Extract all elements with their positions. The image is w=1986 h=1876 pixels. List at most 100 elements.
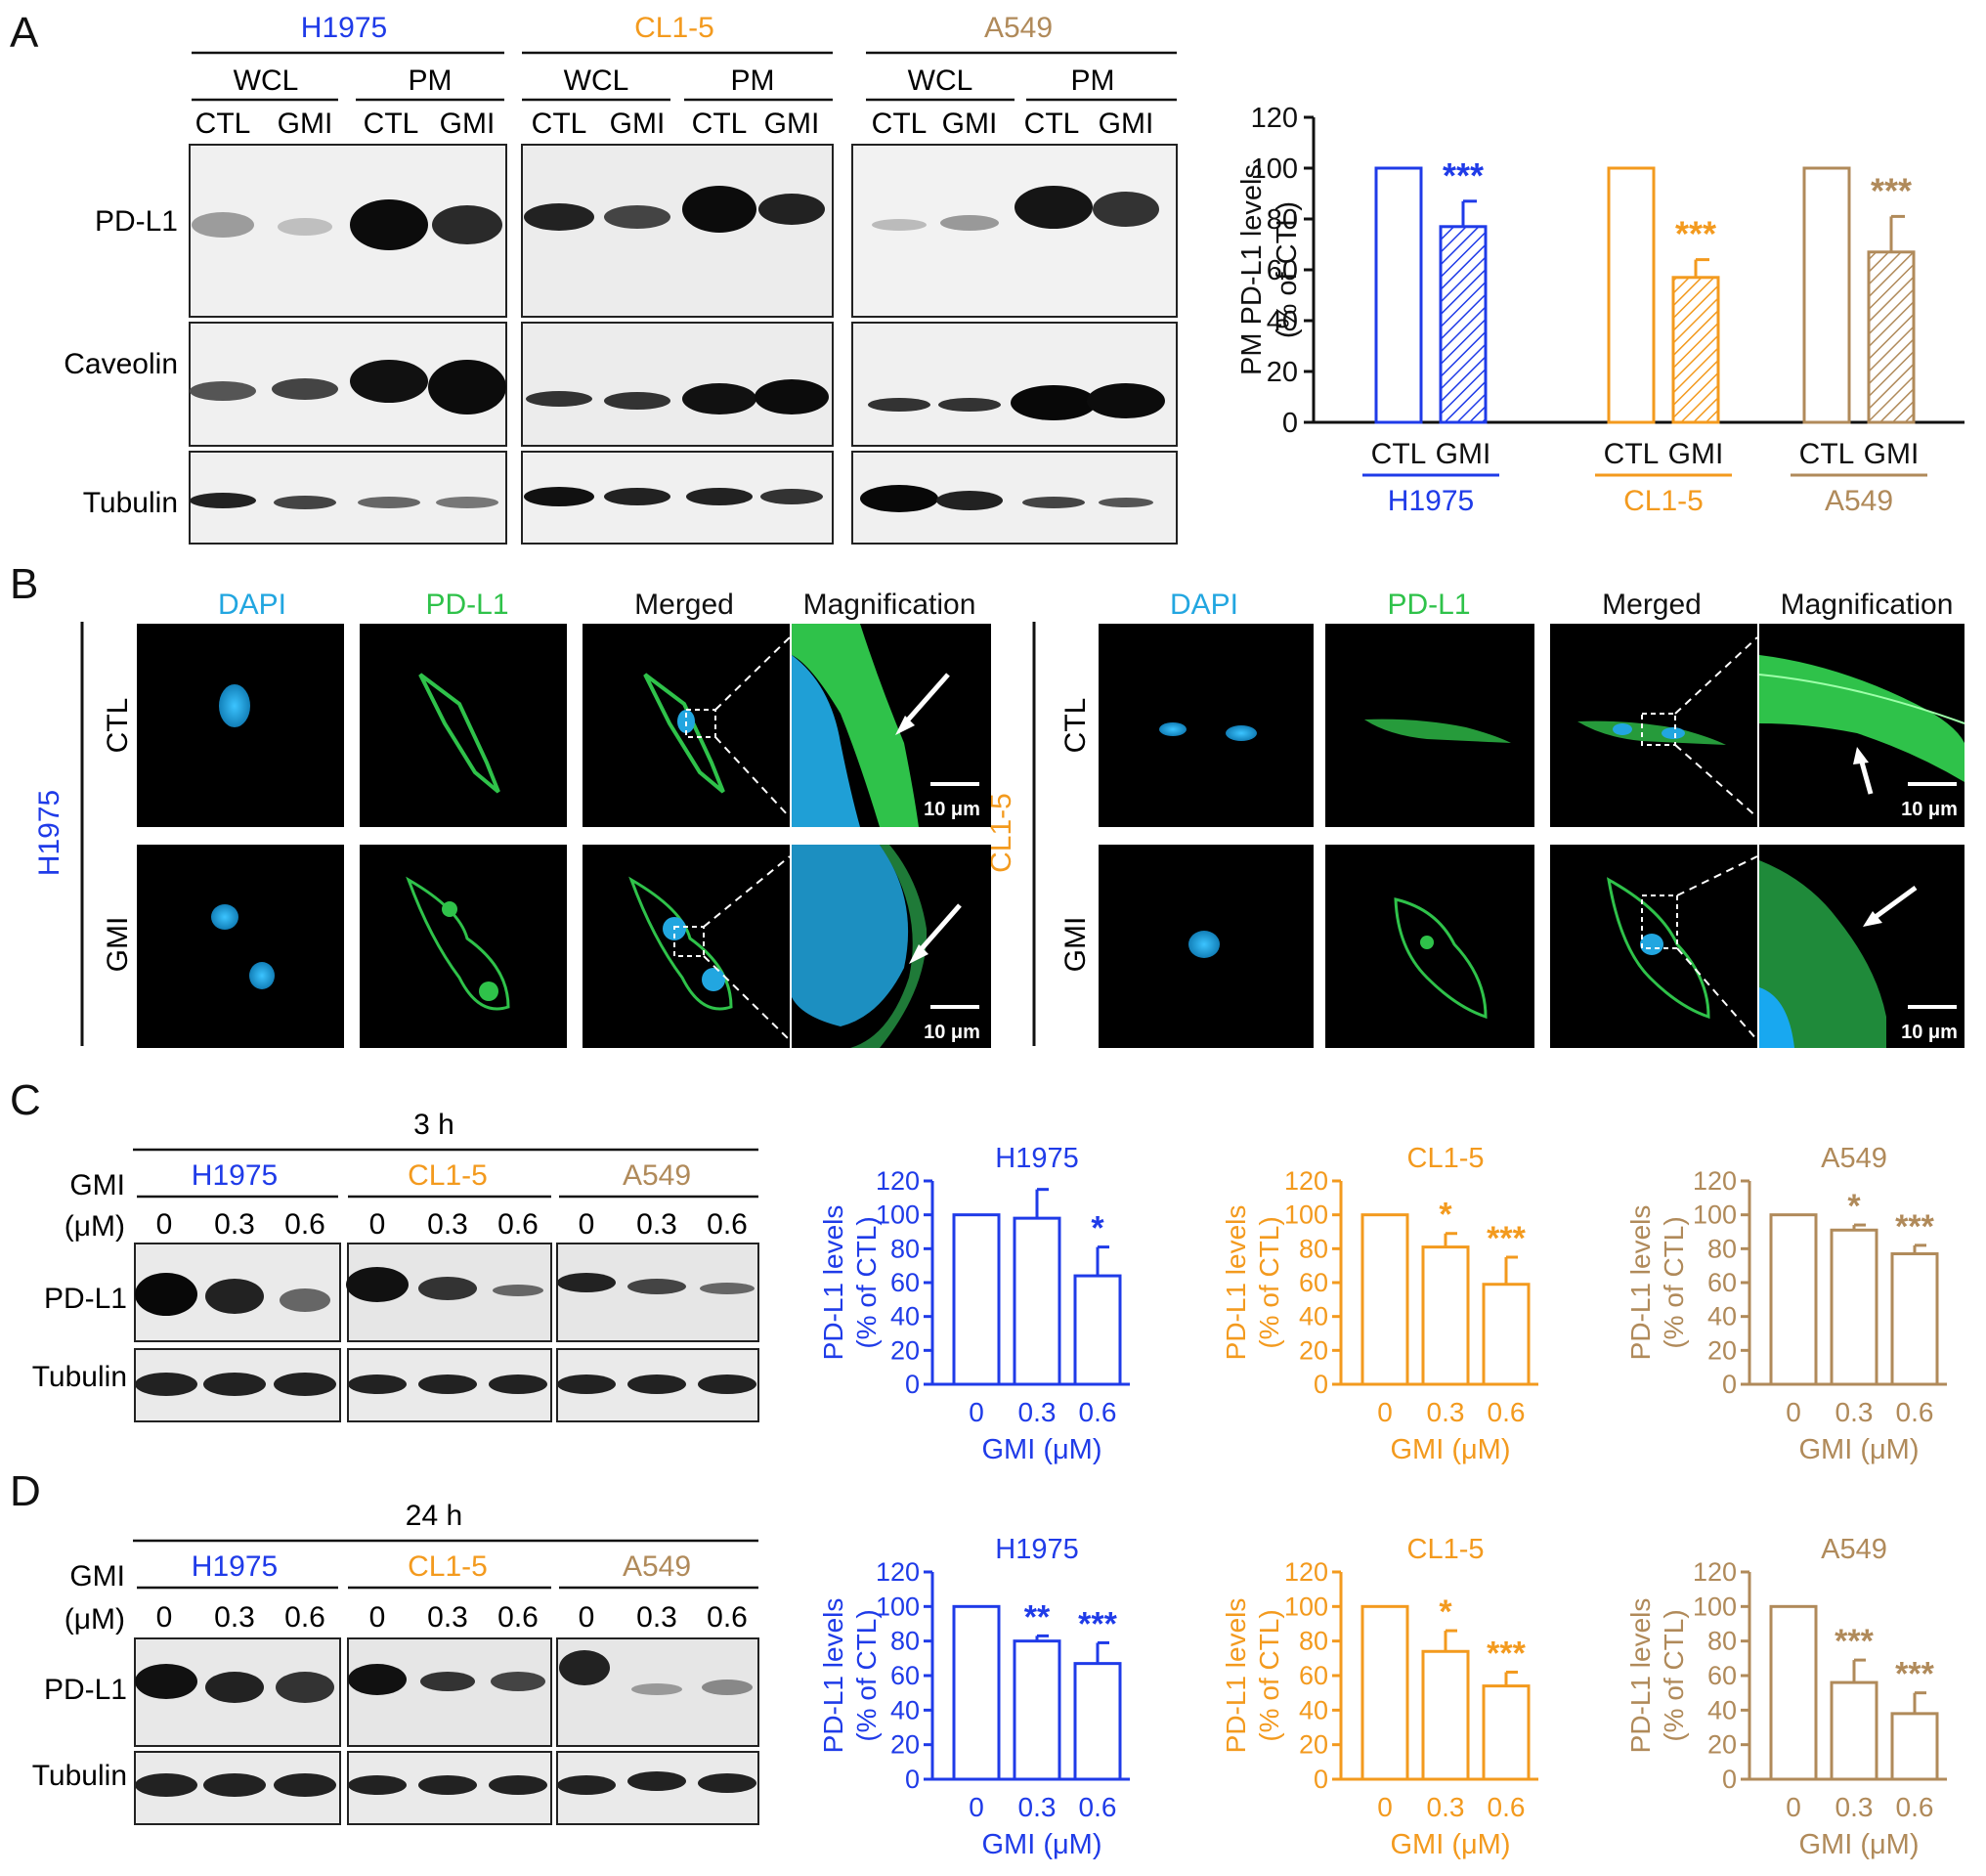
channel-merged-right: Merged: [1602, 589, 1702, 621]
panel-a-cellline-cl15: CL1-5: [634, 12, 714, 44]
y-axis-label: PD-L1 levels (% of CTL): [1221, 1598, 1284, 1754]
significance-label: *: [1091, 1210, 1104, 1247]
y-tick-label: 120: [1284, 1166, 1328, 1196]
x-tick-label: GMI: [1864, 438, 1920, 470]
bar: [1769, 1604, 1818, 1781]
blot-a-cl15-pdl1: [521, 144, 834, 318]
if-arrow-icon: [1871, 885, 1918, 922]
x-tick-label: CTL: [1371, 438, 1427, 470]
bar: [1867, 250, 1916, 424]
x-tick-label: 0: [1377, 1397, 1393, 1427]
significance-label: ***: [1895, 1208, 1934, 1245]
significance-label: ***: [1675, 214, 1716, 254]
if-h1975-ctl-dapi: [137, 624, 344, 827]
if-h1975-gmi-pdl1: [360, 845, 567, 1048]
panel-c-time: 3 h: [413, 1109, 454, 1141]
y-tick-label: 0: [1282, 408, 1298, 439]
y-axis-label: PD-L1 levels (% of CTL): [1625, 1598, 1689, 1754]
y-tick-label: 0: [1722, 1370, 1737, 1399]
dose-label: 0: [579, 1208, 595, 1241]
y-tick-label: 120: [1251, 103, 1298, 134]
bar: [1769, 1213, 1818, 1386]
scale-bar-label: 10 μm: [924, 799, 980, 820]
panel-a-fraction-pm-1: PM: [409, 65, 453, 97]
y-tick-label: 20: [1299, 1730, 1328, 1760]
blot-c-a549-pdl1: [556, 1243, 759, 1342]
panel-a-fraction-wcl-2: WCL: [564, 65, 629, 97]
y-tick-label: 20: [1707, 1730, 1737, 1760]
y-axis-label-line: (% of CTL): [1659, 1216, 1689, 1348]
y-tick-label: 80: [890, 1234, 920, 1263]
if-h1975-ctl-magnification: 10 μm: [792, 624, 991, 827]
blot-d-h1975-pdl1: [134, 1637, 341, 1747]
group-label: A549: [1825, 485, 1893, 517]
y-tick-label: 20: [1267, 357, 1298, 388]
bar: [1421, 1649, 1470, 1781]
y-axis-label-line: (% of CTL): [851, 1609, 882, 1741]
x-tick-label: 0.6: [1896, 1397, 1934, 1427]
if-arrow-icon: [901, 673, 950, 727]
y-tick-label: 0: [1722, 1765, 1737, 1794]
y-axis-label-line: PD-L1 levels: [1221, 1205, 1251, 1361]
if-cl15-gmi-dapi: [1099, 845, 1314, 1048]
y-axis-label-line: (% of CTL): [1272, 201, 1303, 338]
blot-a-h1975-caveolin: [189, 322, 507, 447]
panel-b-cellline-h1975: H1975: [33, 790, 65, 876]
dose-label: 0.3: [636, 1601, 677, 1634]
if-cl15-ctl-pdl1: [1325, 624, 1534, 827]
y-tick-label: 100: [1693, 1200, 1737, 1230]
y-tick-label: 40: [1299, 1302, 1328, 1331]
group-label: H1975: [1388, 485, 1474, 517]
x-axis-label: GMI (μM): [1798, 1829, 1919, 1860]
dose-label: 0: [579, 1601, 595, 1634]
panel-a-cond: CTL: [872, 108, 928, 140]
bar: [1671, 276, 1720, 424]
if-cl15-ctl-dapi: [1099, 624, 1314, 827]
significance-label: ***: [1078, 1605, 1117, 1642]
y-tick-label: 60: [1707, 1661, 1737, 1690]
significance-label: ***: [1487, 1220, 1526, 1257]
panel-c-row-tubulin: Tubulin: [32, 1361, 127, 1393]
blot-c-cl15-pdl1: [346, 1243, 552, 1342]
significance-label: ***: [1487, 1635, 1526, 1672]
panel-a-cellline-a549: A549: [984, 12, 1053, 44]
panel-a-cond: CTL: [364, 108, 419, 140]
significance-label: ***: [1895, 1656, 1934, 1693]
y-axis-label-line: PD-L1 levels: [818, 1598, 848, 1754]
y-tick-label: 80: [1267, 204, 1298, 236]
x-tick-label: 0.3: [1018, 1397, 1057, 1427]
bar: [1360, 1213, 1409, 1386]
y-tick-label: 60: [1707, 1268, 1737, 1297]
dose-label: 0.6: [284, 1601, 325, 1634]
bar: [1482, 1684, 1531, 1781]
panel-label-d: D: [10, 1467, 41, 1515]
y-tick-label: 80: [1299, 1234, 1328, 1263]
y-axis-label-line: PD-L1 levels: [1625, 1205, 1656, 1361]
panel-c-western-blot: 3 h GMI (μM) H1975 CL1-5 A549 0 0.3 0.6 …: [32, 1109, 759, 1422]
x-tick-label: CTL: [1799, 438, 1855, 470]
y-tick-label: 40: [890, 1695, 920, 1724]
panel-d-cellline-a549: A549: [623, 1550, 691, 1583]
y-tick-label: 80: [1707, 1234, 1737, 1263]
bar: [1374, 166, 1423, 424]
x-tick-label: 0.6: [1488, 1792, 1526, 1822]
y-tick-label: 120: [1693, 1166, 1737, 1196]
bar: [1802, 166, 1851, 424]
y-tick-label: 100: [1693, 1592, 1737, 1621]
y-tick-label: 100: [876, 1592, 920, 1621]
significance-label: *: [1439, 1593, 1452, 1631]
panel-d-cellline-cl15: CL1-5: [408, 1550, 488, 1583]
x-axis-label: GMI (μM): [981, 1829, 1101, 1860]
y-axis-label-line: (% of CTL): [1254, 1609, 1284, 1741]
panel-label-a: A: [10, 9, 39, 57]
if-h1975-gmi-dapi: [137, 845, 344, 1048]
x-tick-label: 0.3: [1835, 1792, 1874, 1822]
chart-title: H1975: [995, 1534, 1078, 1565]
bar: [1013, 1639, 1061, 1781]
dose-label: 0.6: [707, 1601, 748, 1634]
x-tick-label: 0.6: [1488, 1397, 1526, 1427]
x-axis-label: GMI (μM): [1390, 1434, 1510, 1465]
y-tick-label: 60: [1299, 1268, 1328, 1297]
